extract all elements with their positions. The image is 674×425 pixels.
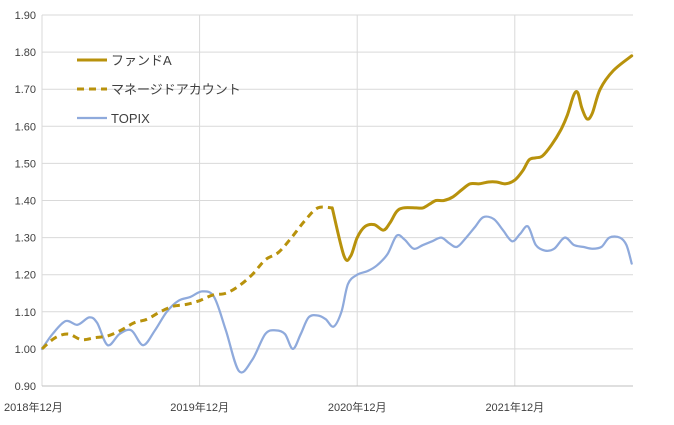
series-line-0 bbox=[330, 54, 634, 262]
grid bbox=[41, 14, 633, 387]
series-line-1 bbox=[41, 205, 333, 351]
y-tick-label: 1.00 bbox=[15, 344, 36, 356]
y-tick-label: 1.90 bbox=[15, 10, 36, 22]
y-tick-label: 1.80 bbox=[15, 47, 36, 59]
legend-label: マネージドアカウント bbox=[111, 82, 241, 97]
x-tick-label: 2021年12月 bbox=[485, 400, 544, 414]
x-tick-label: 2019年12月 bbox=[170, 400, 229, 414]
series-lines bbox=[40, 54, 634, 374]
axes: 0.90 1.00 1.10 1.20 1.30 1.40 1.50 1.60 1.70 1.80… bbox=[4, 10, 633, 414]
y-tick-label: 1.70 bbox=[15, 84, 36, 96]
legend-label: TOPIX bbox=[111, 111, 150, 126]
x-tick-label: 2018年12月 bbox=[4, 400, 63, 414]
series-line-2 bbox=[40, 215, 633, 374]
legend: ファンドA マネージドアカウント TOPIX bbox=[77, 53, 241, 126]
x-tick-label: 2020年12月 bbox=[328, 400, 387, 414]
y-tick-label: 1.60 bbox=[15, 121, 36, 133]
legend-label: ファンドA bbox=[111, 53, 172, 68]
y-tick-label: 1.30 bbox=[15, 233, 36, 245]
y-tick-label: 1.50 bbox=[15, 158, 36, 170]
y-tick-label: 1.10 bbox=[15, 307, 36, 319]
y-tick-label: 1.40 bbox=[15, 196, 36, 208]
y-tick-label: 1.20 bbox=[15, 270, 36, 282]
y-tick-label: 0.90 bbox=[15, 381, 36, 393]
